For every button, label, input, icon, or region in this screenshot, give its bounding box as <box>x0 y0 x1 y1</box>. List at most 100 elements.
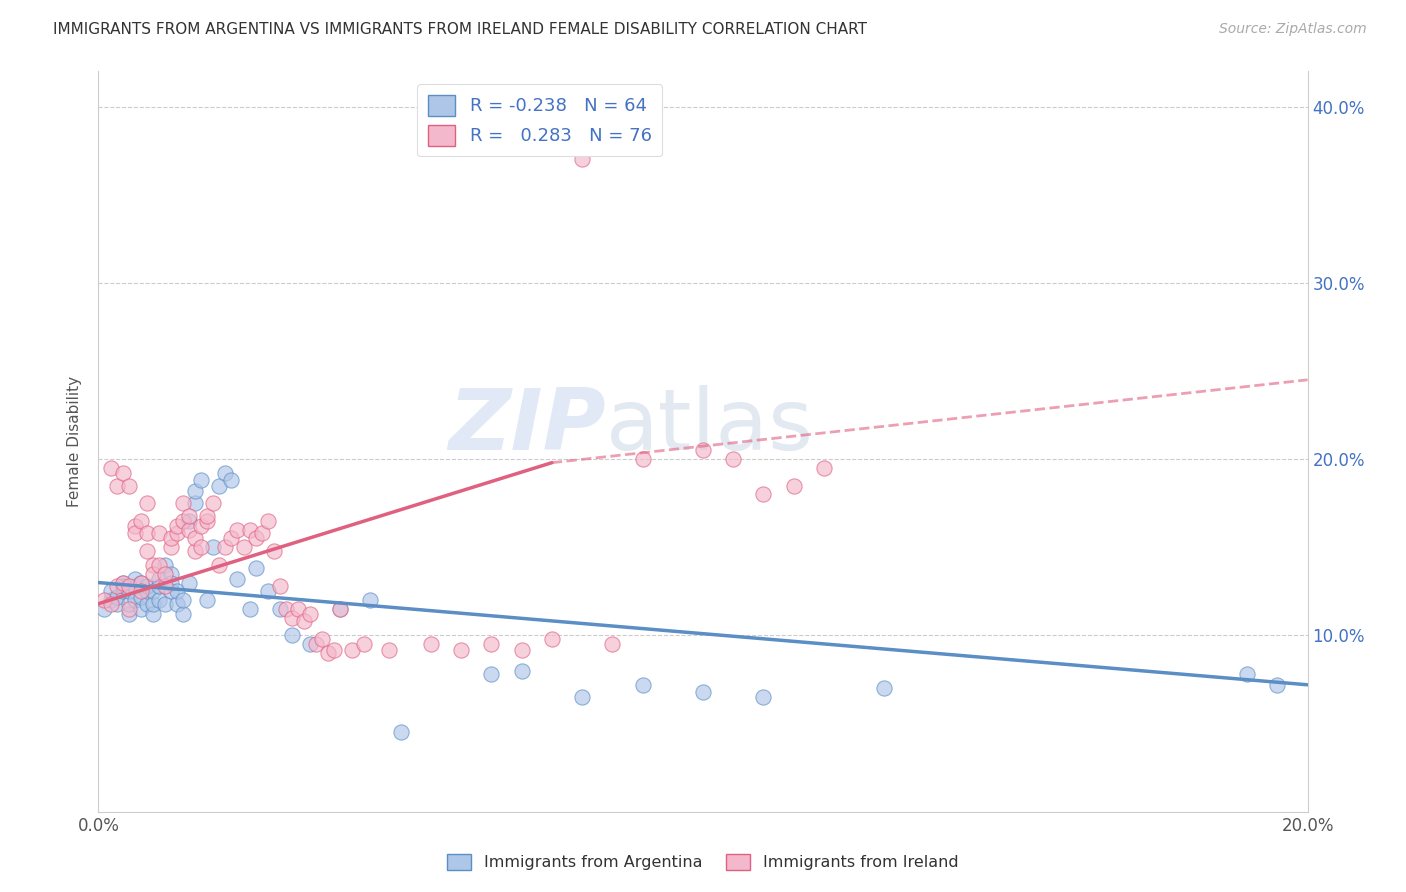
Point <box>540 632 562 646</box>
Point <box>111 579 134 593</box>
Point <box>752 487 775 501</box>
Point <box>184 483 207 498</box>
Point <box>135 526 157 541</box>
Point <box>783 478 806 492</box>
Point <box>135 579 157 593</box>
Point <box>148 579 170 593</box>
Point <box>148 572 170 586</box>
Point <box>153 558 176 572</box>
Point <box>239 602 262 616</box>
Text: Source: ZipAtlas.com: Source: ZipAtlas.com <box>1219 22 1367 37</box>
Point <box>172 607 194 622</box>
Point <box>179 575 201 590</box>
Point <box>166 584 188 599</box>
Point <box>752 690 775 705</box>
Point <box>510 642 533 657</box>
Point <box>208 478 231 492</box>
Point <box>329 602 352 616</box>
Point <box>160 566 183 581</box>
Point <box>124 572 146 586</box>
Point <box>420 637 443 651</box>
Point <box>129 584 152 599</box>
Point <box>179 514 201 528</box>
Point <box>118 602 141 616</box>
Point <box>342 642 364 657</box>
Point <box>166 597 188 611</box>
Point <box>148 558 170 572</box>
Point <box>202 496 225 510</box>
Point <box>571 690 593 705</box>
Point <box>873 681 896 696</box>
Point <box>299 607 322 622</box>
Point <box>160 532 183 546</box>
Point <box>269 602 291 616</box>
Point <box>129 602 152 616</box>
Point <box>124 579 146 593</box>
Point <box>142 566 165 581</box>
Point <box>226 572 249 586</box>
Point <box>100 593 122 607</box>
Point <box>142 597 165 611</box>
Point <box>450 642 472 657</box>
Point <box>160 584 183 599</box>
Point <box>166 519 188 533</box>
Point <box>135 496 157 510</box>
Point <box>118 607 141 622</box>
Point <box>118 478 141 492</box>
Point <box>299 637 322 651</box>
Point <box>111 584 134 599</box>
Point <box>105 597 128 611</box>
Point <box>221 532 243 546</box>
Point <box>179 523 201 537</box>
Point <box>142 607 165 622</box>
Point <box>160 575 183 590</box>
Point <box>124 526 146 541</box>
Point <box>195 593 218 607</box>
Point <box>360 593 382 607</box>
Point <box>481 637 503 651</box>
Point <box>214 541 236 555</box>
Point <box>179 508 201 523</box>
Point <box>129 514 152 528</box>
Point <box>256 584 278 599</box>
Point <box>105 579 128 593</box>
Point <box>129 590 152 604</box>
Point <box>256 514 278 528</box>
Point <box>281 628 304 642</box>
Point <box>93 593 115 607</box>
Point <box>148 526 170 541</box>
Point <box>184 544 207 558</box>
Point <box>813 461 835 475</box>
Point <box>287 602 309 616</box>
Point <box>329 602 352 616</box>
Point <box>153 579 176 593</box>
Point <box>202 541 225 555</box>
Point <box>124 519 146 533</box>
Point <box>105 478 128 492</box>
Point <box>135 584 157 599</box>
Point <box>111 467 134 481</box>
Point <box>250 526 273 541</box>
Point <box>389 725 412 739</box>
Point <box>129 575 152 590</box>
Point <box>172 593 194 607</box>
Point <box>100 584 122 599</box>
Point <box>571 153 593 167</box>
Point <box>323 642 346 657</box>
Point <box>184 496 207 510</box>
Point <box>269 579 291 593</box>
Point <box>160 541 183 555</box>
Y-axis label: Female Disability: Female Disability <box>67 376 83 508</box>
Point <box>190 473 212 487</box>
Point <box>481 667 503 681</box>
Text: IMMIGRANTS FROM ARGENTINA VS IMMIGRANTS FROM IRELAND FEMALE DISABILITY CORRELATI: IMMIGRANTS FROM ARGENTINA VS IMMIGRANTS … <box>53 22 868 37</box>
Point <box>142 558 165 572</box>
Point <box>292 615 315 629</box>
Point <box>172 514 194 528</box>
Point <box>274 602 297 616</box>
Text: ZIP: ZIP <box>449 385 606 468</box>
Point <box>245 561 267 575</box>
Point <box>190 541 212 555</box>
Point <box>692 685 714 699</box>
Point <box>510 664 533 678</box>
